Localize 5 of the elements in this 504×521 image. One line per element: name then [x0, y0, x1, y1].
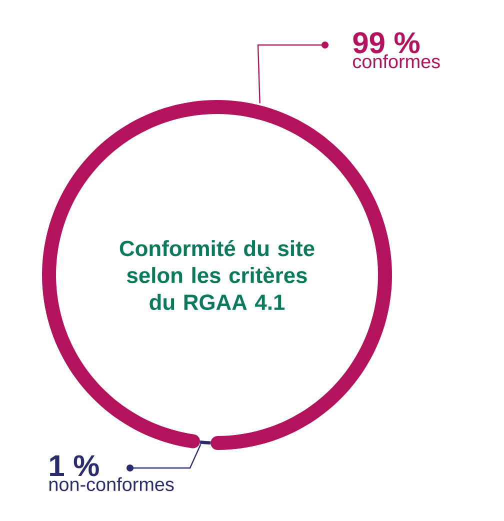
text: Conformité du site selon les critères du RGAA 4.1 — [120, 240, 314, 310]
data-label: 99 % — [353, 32, 420, 54]
slice-label: conformes — [353, 54, 440, 68]
legend-label: non-conformes — [49, 477, 174, 492]
data-label: 1 % — [50, 455, 99, 476]
